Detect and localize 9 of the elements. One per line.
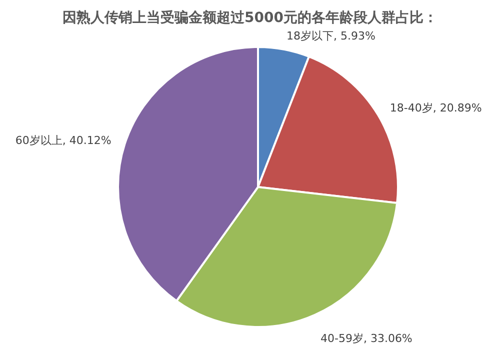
- data-label: , 40.12%: [62, 134, 112, 147]
- slice-label: 60岁以上: [15, 134, 62, 147]
- data-label: , 20.89%: [432, 102, 482, 115]
- slice-label: 18-40岁: [390, 102, 433, 115]
- data-label: , 33.06%: [363, 332, 412, 345]
- slice-label: 18岁以下: [286, 30, 334, 43]
- slice-label: 40-59岁: [320, 332, 364, 345]
- data-label: , 5.93%: [334, 30, 376, 43]
- chart-title: 因熟人传销上当受骗金额超过5000元的各年龄段人群占比：: [62, 9, 438, 26]
